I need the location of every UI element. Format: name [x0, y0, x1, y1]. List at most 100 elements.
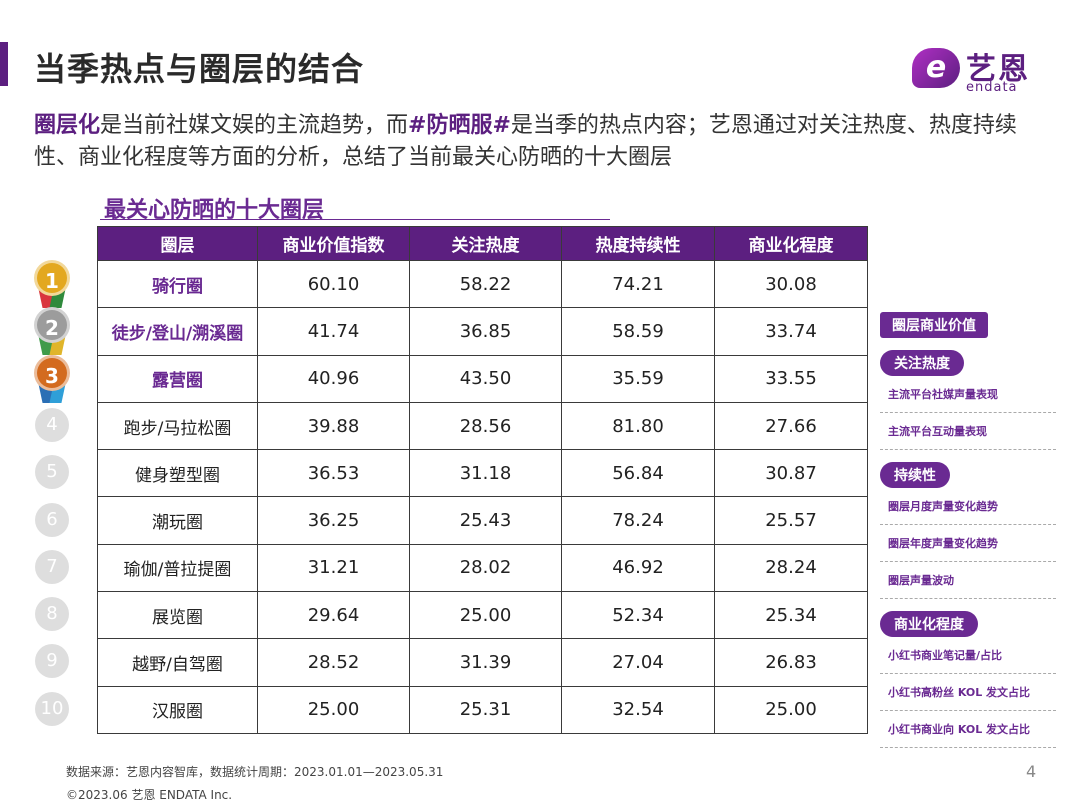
table-header-row: 圈层 商业价值指数 关注热度 热度持续性 商业化程度	[97, 226, 868, 261]
metric-cell: 36.85	[409, 307, 562, 356]
column-header: 关注热度	[409, 226, 562, 261]
metric-cell: 28.56	[409, 401, 562, 451]
table-row: 跑步/马拉松圈 39.88 28.56 81.80 27.66	[97, 401, 868, 451]
metric-cell: 43.50	[409, 354, 562, 403]
metric-cell: 25.57	[714, 496, 868, 545]
table-row: 展览圈 29.64 25.00 52.34 25.34	[97, 591, 868, 640]
metric-cell: 25.43	[409, 496, 562, 545]
table-row: 徒步/登山/溯溪圈 41.74 36.85 58.59 33.74	[97, 307, 868, 356]
data-source-note: 数据来源：艺恩内容智库，数据统计周期：2023.01.01—2023.05.31	[66, 765, 444, 779]
logo-text-en: endata	[966, 80, 1018, 95]
rank-medal-icon: 1	[32, 260, 72, 308]
metric-cell: 31.18	[409, 449, 562, 498]
logo-text-cn: 艺恩	[966, 52, 1030, 87]
rank-badge: 10	[32, 686, 72, 734]
metric-cell: 78.24	[561, 496, 715, 545]
rank-number: 7	[35, 549, 69, 584]
rank-medal-icon: 2	[32, 307, 72, 356]
circle-name-cell: 汉服圈	[97, 685, 258, 734]
metric-cell: 58.59	[561, 307, 715, 356]
legend-item: 主流平台互动量表现	[880, 413, 1056, 450]
column-header: 热度持续性	[561, 226, 715, 261]
table-row: 露营圈 40.96 43.50 35.59 33.55	[97, 354, 868, 403]
top-ten-circles-table: 圈层 商业价值指数 关注热度 热度持续性 商业化程度 骑行圈 60.10 58.22 74.2…	[97, 226, 868, 734]
rank-badge: 5	[32, 449, 72, 497]
rank-number: 5	[35, 455, 69, 490]
circle-name-cell: 跑步/马拉松圈	[97, 401, 258, 451]
legend-commercial-label: 商业化程度	[880, 611, 978, 637]
circle-name-cell: 瑜伽/普拉提圈	[97, 543, 258, 593]
metric-cell: 40.96	[257, 354, 410, 403]
legend-value-label: 圈层商业价值	[880, 312, 988, 338]
metric-cell: 29.64	[257, 591, 410, 640]
column-header: 商业价值指数	[257, 226, 410, 261]
column-header: 商业化程度	[714, 226, 868, 261]
legend-sustain-label: 持续性	[880, 462, 950, 488]
metric-cell: 30.08	[714, 259, 868, 309]
intro-highlight-topic: #防晒服#	[408, 113, 511, 138]
page-number: 4	[1026, 762, 1037, 781]
metric-cell: 32.54	[561, 685, 715, 734]
metric-cell: 41.74	[257, 307, 410, 356]
metric-cell: 60.10	[257, 259, 410, 309]
circle-name-cell: 骑行圈	[97, 259, 258, 309]
legend-item: 圈层声量波动	[880, 562, 1056, 599]
metric-cell: 36.53	[257, 449, 410, 498]
metric-cell: 52.34	[561, 591, 715, 640]
metric-cell: 56.84	[561, 449, 715, 498]
intro-paragraph: 圈层化是当前社媒文娱的主流趋势，而#防晒服#是当季的热点内容；艺恩通过对关注热度…	[34, 110, 1044, 174]
legend-item: 小红书高粉丝 KOL 发文占比	[880, 674, 1056, 711]
metric-cell: 28.52	[257, 638, 410, 687]
metric-cell: 58.22	[409, 259, 562, 309]
metric-cell: 74.21	[561, 259, 715, 309]
metric-cell: 39.88	[257, 401, 410, 451]
rank-number: 4	[35, 407, 69, 442]
circle-name-cell: 越野/自驾圈	[97, 638, 258, 687]
metric-cell: 31.39	[409, 638, 562, 687]
table-row: 越野/自驾圈 28.52 31.39 27.04 26.83	[97, 638, 868, 687]
rank-badge: 8	[32, 591, 72, 639]
metric-cell: 46.92	[561, 543, 715, 593]
legend-item: 小红书商业笔记量/占比	[880, 637, 1056, 674]
metric-cell: 31.21	[257, 543, 410, 593]
table-title: 最关心防晒的十大圈层	[104, 198, 325, 223]
circle-name-cell: 徒步/登山/溯溪圈	[97, 307, 258, 356]
legend-item: 圈层月度声量变化趋势	[880, 488, 1056, 525]
rank-number: 2	[34, 307, 70, 344]
rank-badge: 7	[32, 544, 72, 592]
metric-cell: 28.02	[409, 543, 562, 593]
legend-heat-label: 关注热度	[880, 350, 964, 376]
rank-number: 6	[35, 502, 69, 537]
rank-number: 8	[35, 597, 69, 632]
copyright-note: ©2023.06 艺恩 ENDATA Inc.	[66, 788, 233, 802]
table-row: 骑行圈 60.10 58.22 74.21 30.08	[97, 259, 868, 309]
endata-logo: e 艺恩 endata	[912, 44, 1042, 96]
rank-number: 9	[35, 644, 69, 679]
rank-number: 1	[34, 260, 70, 296]
metric-cell: 81.80	[561, 401, 715, 451]
circle-name-cell: 潮玩圈	[97, 496, 258, 545]
metric-cell: 25.34	[714, 591, 868, 640]
table-row: 瑜伽/普拉提圈 31.21 28.02 46.92 28.24	[97, 543, 868, 593]
metric-cell: 25.00	[257, 685, 410, 734]
table-row: 潮玩圈 36.25 25.43 78.24 25.57	[97, 496, 868, 545]
metric-legend: 圈层商业价值 关注热度 主流平台社媒声量表现 主流平台互动量表现 持续性 圈层月度…	[880, 312, 1058, 748]
metric-cell: 36.25	[257, 496, 410, 545]
circle-name-cell: 露营圈	[97, 354, 258, 403]
metric-cell: 33.74	[714, 307, 868, 356]
metric-cell: 26.83	[714, 638, 868, 687]
intro-text-1: 是当前社媒文娱的主流趋势，而	[100, 113, 409, 138]
metric-cell: 28.24	[714, 543, 868, 593]
legend-item: 小红书商业向 KOL 发文占比	[880, 711, 1056, 748]
rank-badge: 9	[32, 638, 72, 686]
circle-name-cell: 健身塑型圈	[97, 449, 258, 498]
table-row: 健身塑型圈 36.53 31.18 56.84 30.87	[97, 449, 868, 498]
column-header: 圈层	[97, 226, 258, 261]
legend-item: 主流平台社媒声量表现	[880, 376, 1056, 413]
metric-cell: 25.00	[714, 685, 868, 734]
intro-highlight-circle: 圈层化	[34, 113, 101, 138]
legend-item: 圈层年度声量变化趋势	[880, 525, 1056, 562]
rank-number: 10	[35, 691, 69, 726]
logo-mark: e	[912, 48, 960, 88]
table-title-underline	[100, 219, 610, 220]
